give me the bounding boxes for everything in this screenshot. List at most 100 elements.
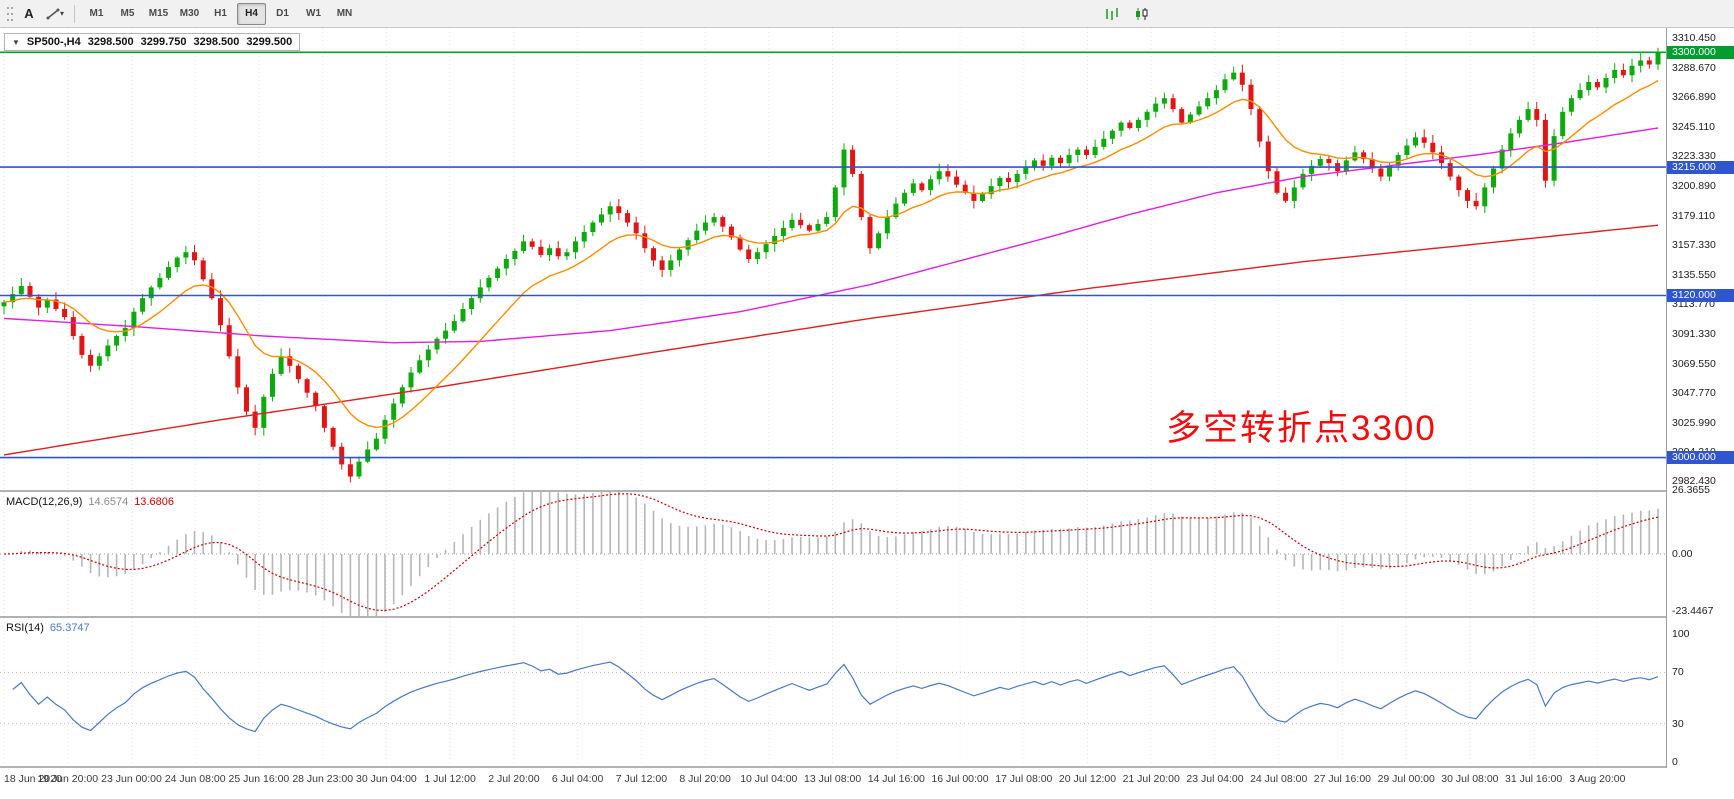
price-chart-canvas[interactable] — [0, 28, 1666, 490]
trendline-icon — [46, 8, 60, 19]
rsi-canvas[interactable] — [0, 618, 1666, 766]
symbol-name: SP500-,H4 — [26, 36, 81, 48]
timeframe-w1[interactable]: W1 — [306, 7, 321, 19]
rsi-tick: 70 — [1672, 666, 1684, 679]
price-tick: 3245.110 — [1672, 120, 1716, 133]
time-label: 7 Jul 12:00 — [615, 773, 668, 785]
timeframe-m15[interactable]: M15 — [148, 7, 169, 19]
one-click-trading-toggle[interactable]: ▼ — [12, 37, 20, 47]
time-label: 6 Jul 04:00 — [551, 773, 604, 785]
macd-panel[interactable]: MACD(12,26,9) 14.6574 13.6806 — [0, 492, 1666, 616]
price-tick: 3200.890 — [1672, 180, 1716, 193]
panel-splitter[interactable] — [0, 490, 1734, 492]
ohlc-low: 3298.500 — [193, 36, 240, 48]
price-tick: 3266.890 — [1672, 91, 1716, 103]
chevron-down-icon: ▾ — [59, 9, 64, 18]
price-tick: 3157.330 — [1672, 239, 1716, 251]
time-label: 10 Jul 04:00 — [740, 773, 798, 785]
time-axis[interactable]: 18 Jun 2020 19 Jun 20:00 23 Jun 00:00 24 Ju… — [0, 768, 1734, 799]
toolbar-grip[interactable] — [4, 4, 16, 24]
timeframe-mn[interactable]: MN — [336, 7, 353, 19]
time-label: 2 Jul 20:00 — [488, 773, 540, 785]
price-tick: 3310.450 — [1672, 32, 1716, 45]
rsi-panel[interactable]: RSI(14) 65.3747 — [0, 618, 1666, 766]
macd-label: MACD(12,26,9) 14.6574 13.6806 — [6, 496, 174, 508]
price-axis[interactable]: 3310.450 3288.670 3266.890 3245.110 3223.330… — [1666, 28, 1734, 768]
trendline-tool-button[interactable]: ▾ — [43, 2, 67, 26]
macd-value-signal: 13.6806 — [134, 496, 174, 508]
time-label: 16 Jul 00:00 — [931, 773, 989, 785]
rsi-name: RSI(14) — [6, 622, 44, 634]
time-label: 17 Jul 08:00 — [995, 773, 1053, 785]
macd-tick: 26.3655 — [1672, 483, 1710, 496]
time-label: 31 Jul 16:00 — [1504, 773, 1563, 785]
price-badge-3000: 3000.000 — [1667, 451, 1734, 465]
time-label: 24 Jul 08:00 — [1250, 773, 1308, 785]
toolbar: A ▾ M1 M5 M15 M30 H1 H4 D1 W1 MN — [0, 0, 1734, 28]
timeframe-d1[interactable]: D1 — [276, 7, 289, 19]
time-label: 30 Jun 04:00 — [356, 773, 417, 785]
chart-type-icons — [1100, 3, 1154, 25]
price-tick: 2982.430 — [1672, 475, 1716, 488]
toolbar-grip-icon — [7, 6, 13, 21]
timeframe-h1[interactable]: H1 — [214, 7, 227, 19]
time-label: 3 Aug 20:00 — [1569, 773, 1626, 785]
macd-canvas[interactable] — [0, 492, 1666, 616]
time-label: 8 Jul 20:00 — [679, 773, 731, 785]
panel-splitter[interactable] — [0, 766, 1734, 768]
time-label: 18 Jun 2020 — [4, 773, 62, 785]
price-tick: 3288.670 — [1672, 61, 1716, 74]
macd-tick: 0.00 — [1672, 548, 1693, 560]
annotation-text[interactable]: 多空转折点3300 — [1166, 409, 1437, 448]
ohlc-close: 3299.500 — [246, 36, 293, 48]
macd-value-main: 14.6574 — [88, 496, 129, 508]
time-label: 29 Jul 00:00 — [1377, 773, 1435, 785]
price-badge-3120: 3120.000 — [1667, 289, 1734, 302]
time-label: 27 Jul 16:00 — [1313, 773, 1371, 785]
time-label: 14 Jul 16:00 — [867, 773, 925, 785]
time-label: 21 Jul 20:00 — [1122, 773, 1180, 785]
price-badge-3215: 3215.000 — [1667, 160, 1734, 174]
rsi-value: 65.3747 — [49, 622, 90, 634]
price-chart-panel[interactable]: ▼ SP500-,H4 3298.500 3299.750 3298.500 3… — [0, 28, 1666, 490]
chart-symbol-label: ▼ SP500-,H4 3298.500 3299.750 3298.500 3… — [4, 33, 301, 51]
price-tick: 3025.990 — [1672, 416, 1716, 429]
timeframe-h4[interactable]: H4 — [237, 2, 266, 25]
timeframe-m1[interactable]: M1 — [89, 7, 104, 19]
price-badge-3300: 3300.000 — [1667, 45, 1734, 59]
time-label: 23 Jul 04:00 — [1186, 773, 1244, 785]
time-label: 25 Jun 16:00 — [228, 773, 290, 785]
timeframe-m5[interactable]: M5 — [120, 7, 135, 19]
rsi-tick: 0 — [1672, 756, 1678, 768]
bar-chart-icon-button[interactable] — [1100, 3, 1124, 25]
candlestick-chart-icon-button[interactable] — [1130, 3, 1154, 25]
time-label: 23 Jun 00:00 — [101, 773, 162, 785]
time-label: 20 Jul 12:00 — [1058, 773, 1117, 785]
price-tick: 3069.550 — [1672, 357, 1716, 370]
price-tick: 3047.770 — [1672, 387, 1716, 399]
time-label: 13 Jul 08:00 — [803, 773, 862, 785]
rsi-tick: 30 — [1672, 717, 1684, 730]
time-label: 1 Jul 12:00 — [424, 773, 476, 785]
toolbar-separator — [74, 4, 75, 23]
timeframe-m30[interactable]: M30 — [179, 7, 200, 19]
timeframe-toolbar: M1 M5 M15 M30 H1 H4 D1 W1 MN — [81, 2, 360, 25]
rsi-tick: 100 — [1672, 628, 1690, 640]
ohlc-high: 3299.750 — [140, 36, 187, 48]
macd-name: MACD(12,26,9) — [6, 496, 83, 508]
text-annotation-button[interactable]: A — [24, 6, 34, 21]
price-tick: 3091.330 — [1672, 328, 1716, 341]
macd-tick: -23.4467 — [1672, 605, 1714, 618]
bar-chart-icon — [1106, 8, 1118, 20]
candlestick-chart-icon — [1136, 8, 1148, 20]
price-tick: 3135.550 — [1672, 268, 1716, 281]
time-label: 30 Jul 08:00 — [1441, 773, 1499, 785]
time-label: 24 Jun 08:00 — [164, 773, 226, 785]
panel-splitter[interactable] — [0, 616, 1734, 618]
time-label: 28 Jun 23:00 — [292, 773, 354, 785]
price-tick: 3179.110 — [1672, 209, 1716, 222]
ohlc-open: 3298.500 — [87, 36, 134, 48]
time-label: 19 Jun 20:00 — [37, 773, 99, 785]
price-tick: 3223.330 — [1672, 149, 1716, 162]
